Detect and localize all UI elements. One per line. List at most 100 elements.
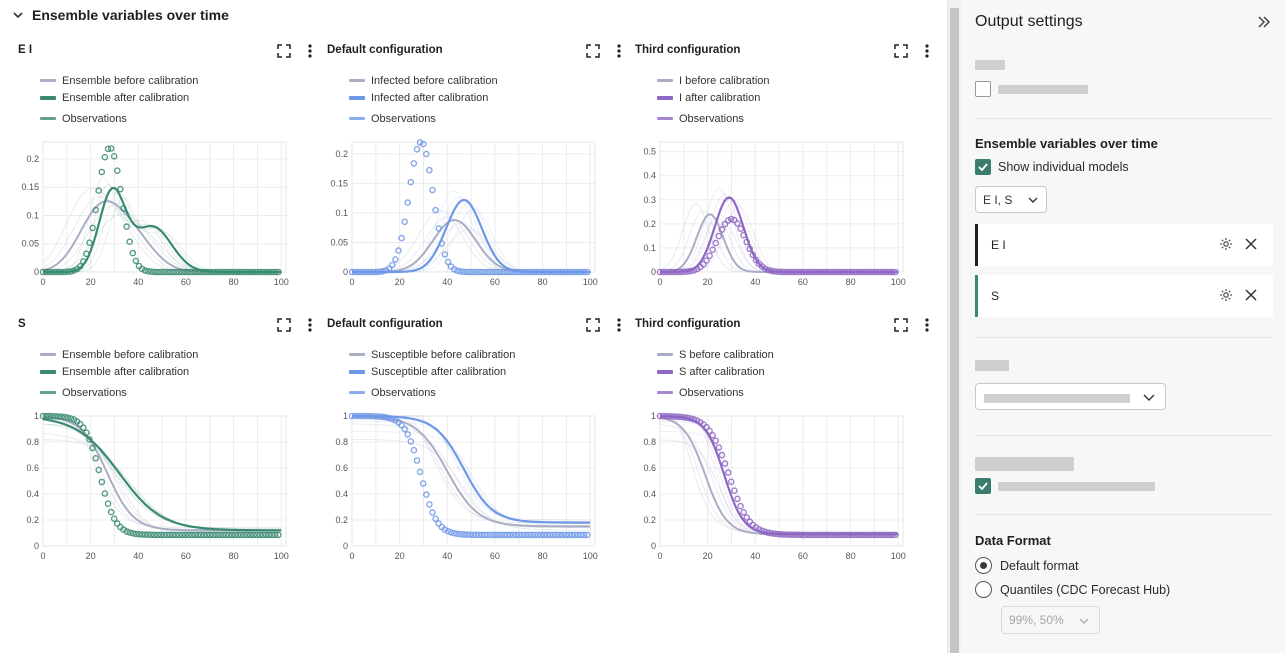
observation-point [549, 531, 557, 539]
observation-point [410, 446, 418, 454]
legend-item[interactable]: I after calibration [657, 89, 770, 106]
remove-variable-button[interactable] [1245, 237, 1257, 255]
x-tick-label: 80 [846, 551, 856, 561]
observation-point [718, 226, 726, 233]
section-toggle[interactable]: Ensemble variables over time [12, 5, 229, 25]
remove-variable-button[interactable] [1245, 288, 1257, 306]
observation-point [681, 268, 689, 275]
expand-button[interactable] [276, 42, 292, 60]
x-tick-label: 80 [538, 551, 548, 561]
divider [975, 337, 1272, 338]
legend-item[interactable]: Susceptible after calibration [349, 363, 515, 380]
expand-button[interactable] [276, 316, 292, 334]
collapse-sidebar-button[interactable] [1255, 13, 1273, 31]
chart-title: S [18, 318, 26, 330]
legend-item[interactable]: Observations [40, 110, 198, 127]
observation-point [662, 268, 670, 276]
observation-point [848, 531, 856, 539]
line-chart: 0 0.1 0.2 0.3 0.4 0.5 0 20 40 60 80 100 [643, 141, 906, 287]
observation-point [724, 469, 732, 476]
observation-point [700, 260, 707, 268]
legend-label: Infected after calibration [371, 91, 489, 104]
more-options-button[interactable] [302, 316, 318, 334]
observation-point [823, 268, 831, 276]
observation-point [423, 491, 430, 498]
variable-card[interactable]: E I [975, 224, 1273, 266]
more-options-button[interactable] [919, 316, 935, 334]
legend-label: Observations [679, 386, 744, 399]
legend-item[interactable]: Ensemble before calibration [40, 346, 198, 363]
quantiles-select[interactable]: 99%, 50% [1001, 606, 1100, 634]
variable-name: S [991, 289, 1000, 303]
legend-item[interactable]: I before calibration [657, 72, 770, 89]
more-options-button[interactable] [611, 42, 627, 60]
legend-swatch [657, 391, 673, 394]
placeholder-checkbox[interactable] [975, 81, 991, 97]
chart-grid: 0 0.05 0.1 0.15 0.2 0 20 40 60 80 100 [330, 141, 598, 287]
observation-point [219, 531, 226, 539]
legend-item[interactable]: Susceptible before calibration [349, 346, 515, 363]
legend-item[interactable]: Observations [349, 384, 515, 401]
variable-select[interactable]: E I, S [975, 186, 1047, 213]
observation-point [361, 268, 368, 276]
plot-frame [351, 141, 596, 273]
legend-item[interactable]: Observations [40, 384, 198, 401]
observation-point [568, 268, 576, 276]
x-tick-label: 0 [657, 277, 662, 287]
observation-point [584, 268, 591, 276]
observation-point [206, 531, 214, 539]
legend-label: Ensemble after calibration [62, 91, 190, 104]
observation-point [540, 531, 548, 539]
expand-button[interactable] [893, 42, 909, 60]
legend-item[interactable]: Observations [349, 110, 498, 127]
observation-point [55, 268, 62, 276]
expand-button[interactable] [893, 316, 909, 334]
observation-point [758, 527, 766, 535]
more-options-button[interactable] [302, 42, 318, 60]
observation-point [80, 258, 87, 265]
observation-point [231, 531, 239, 539]
observation-point [370, 413, 378, 420]
observation-point [194, 268, 202, 276]
observation-point [185, 268, 192, 276]
observation-point [659, 412, 667, 420]
observation-point [780, 531, 788, 538]
legend-item[interactable]: Ensemble after calibration [40, 363, 198, 380]
legend-item[interactable]: Infected before calibration [349, 72, 498, 89]
more-options-button[interactable] [919, 42, 935, 60]
chart-panel: Default configuration Infected before cal… [327, 42, 627, 307]
observation-point [814, 268, 822, 276]
legend-item[interactable]: Ensemble before calibration [40, 72, 198, 89]
observation-point [820, 268, 828, 276]
variable-settings-button[interactable] [1219, 237, 1233, 256]
observation-point [845, 268, 853, 276]
legend-item[interactable]: S after calibration [657, 363, 774, 380]
scrollbar-thumb[interactable] [950, 8, 959, 653]
expand-button[interactable] [585, 42, 601, 60]
legend-item[interactable]: S before calibration [657, 346, 774, 363]
placeholder-text [998, 482, 1155, 491]
legend-item[interactable]: Infected after calibration [349, 89, 498, 106]
placeholder-select[interactable] [975, 383, 1166, 410]
quantiles-radio[interactable] [975, 581, 992, 598]
variable-settings-button[interactable] [1219, 288, 1233, 307]
observation-point [665, 268, 673, 276]
legend-item[interactable]: Observations [657, 384, 774, 401]
placeholder-checked-checkbox[interactable] [975, 478, 991, 494]
legend-item[interactable]: Observations [657, 110, 770, 127]
legend-item[interactable]: Ensemble after calibration [40, 89, 198, 106]
observation-point [361, 412, 368, 420]
legend-swatch [349, 117, 365, 120]
expand-button[interactable] [585, 316, 601, 334]
observation-point [802, 268, 809, 276]
observation-point [351, 412, 359, 420]
show-individual-models-checkbox[interactable] [975, 159, 991, 175]
default-format-radio[interactable] [975, 557, 992, 574]
scrollbar[interactable] [947, 0, 961, 653]
variable-card[interactable]: S [975, 275, 1273, 317]
legend-swatch [657, 353, 673, 356]
observation-point [138, 531, 146, 538]
more-options-button[interactable] [611, 316, 627, 334]
y-tick-label: 0.4 [643, 489, 656, 499]
observation-point [768, 267, 775, 275]
